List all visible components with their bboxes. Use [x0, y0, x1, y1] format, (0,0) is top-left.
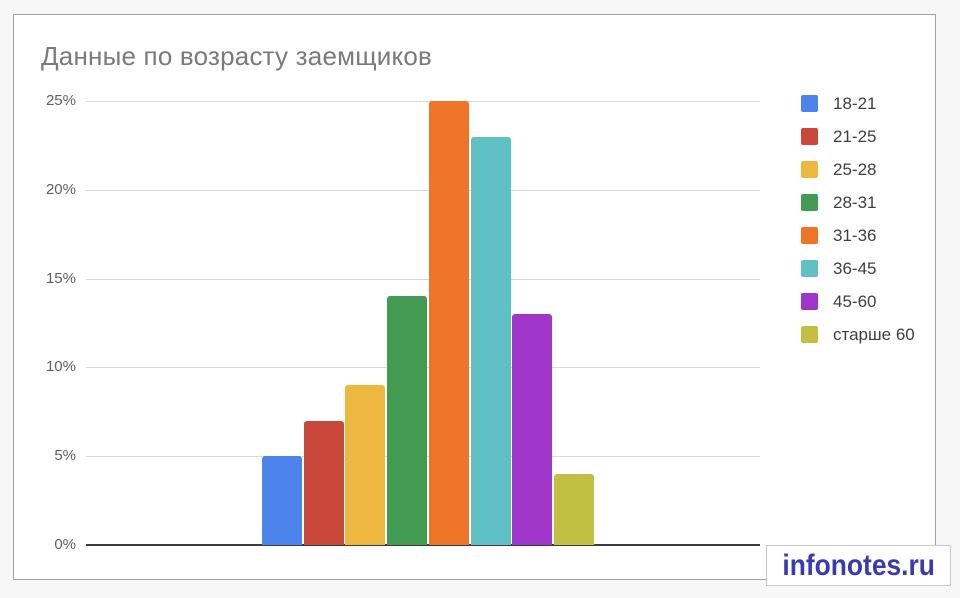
bar[interactable]: [512, 314, 553, 545]
x-axis-line: [86, 544, 760, 546]
bar[interactable]: [553, 473, 594, 545]
legend-item: 25-28: [801, 159, 915, 179]
legend: 18-21 21-25 25-28 28-31 31-36 36-45 45-60 старш…: [801, 93, 915, 359]
legend-label: 25-28: [833, 159, 877, 179]
y-tick-label: 15%: [45, 269, 76, 287]
y-tick-label: 5%: [54, 447, 76, 465]
legend-swatch: [801, 95, 818, 112]
y-tick-label: 10%: [45, 358, 76, 376]
bar[interactable]: [387, 296, 428, 545]
legend-swatch: [801, 194, 818, 211]
legend-swatch: [801, 293, 818, 310]
legend-item: 36-45: [801, 258, 915, 278]
bar[interactable]: [470, 136, 511, 545]
gridline: [86, 189, 760, 191]
legend-item: 21-25: [801, 126, 915, 146]
y-tick-label: 20%: [45, 180, 76, 198]
legend-item: 45-60: [801, 291, 915, 311]
chart-card: Данные по возрасту заемщиков 0% 5% 10% 15% 2…: [13, 14, 936, 580]
y-tick-label: 0%: [54, 536, 76, 553]
legend-label: 31-36: [833, 225, 877, 245]
watermark-text: infonotes.ru: [782, 548, 935, 582]
legend-label: 45-60: [833, 291, 877, 311]
bar[interactable]: [345, 385, 386, 545]
legend-label: 18-21: [833, 93, 877, 113]
watermark: infonotes.ru: [766, 545, 951, 586]
legend-swatch: [801, 161, 818, 178]
bar[interactable]: [303, 420, 344, 545]
legend-swatch: [801, 260, 818, 277]
chart-title: Данные по возрасту заемщиков: [41, 41, 433, 71]
legend-swatch: [801, 227, 818, 244]
legend-swatch: [801, 326, 818, 343]
legend-label: старше 60: [833, 324, 915, 344]
gridline: [86, 101, 760, 102]
bar[interactable]: [428, 101, 469, 545]
legend-label: 28-31: [833, 192, 877, 212]
legend-item: старше 60: [801, 324, 915, 344]
legend-item: 31-36: [801, 225, 915, 245]
gridline: [86, 278, 760, 280]
y-tick-label: 25%: [45, 92, 76, 109]
legend-label: 36-45: [833, 258, 877, 278]
bar[interactable]: [262, 456, 302, 545]
legend-item: 28-31: [801, 192, 915, 212]
legend-item: 18-21: [801, 93, 915, 113]
legend-swatch: [801, 128, 818, 145]
legend-label: 21-25: [833, 126, 877, 146]
